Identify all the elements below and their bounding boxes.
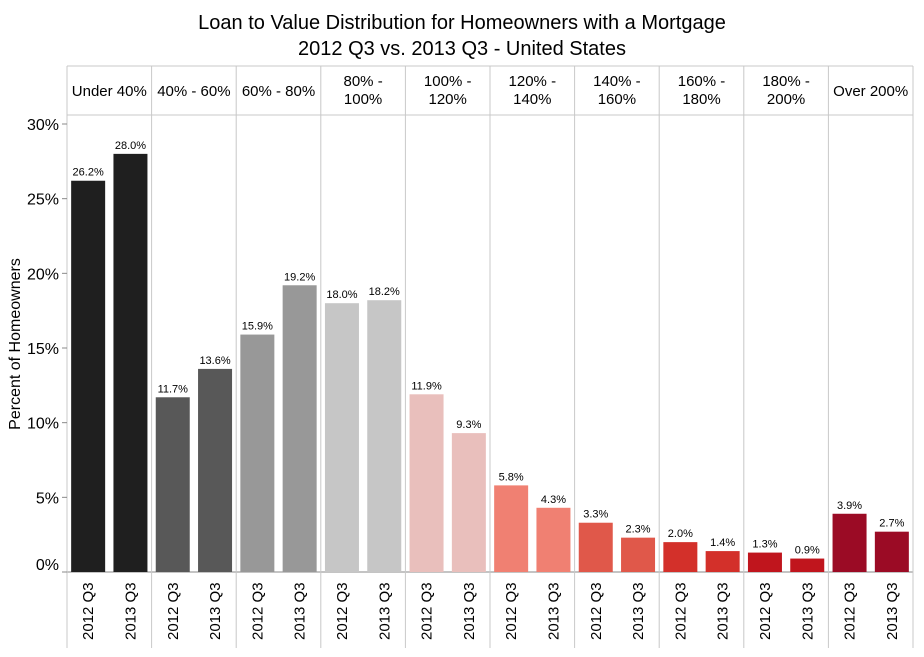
bar [324,303,359,572]
x-tick-label: 2013 Q3 [630,582,647,640]
x-tick-label: 2013 Q3 [884,582,901,640]
bar [747,552,782,572]
y-tick-label: 10% [27,416,59,433]
group-header-label: 100% [344,91,382,108]
x-tick-label: 2012 Q3 [249,582,266,640]
x-tick-label: 2012 Q3 [165,582,182,640]
x-tick-label: 2012 Q3 [334,582,351,640]
chart-subtitle: 2012 Q3 vs. 2013 Q3 - United States [298,38,626,60]
group-header-label: 120% [429,91,467,108]
x-tick-label: 2013 Q3 [292,582,309,640]
x-tick-label: 2012 Q3 [419,582,436,640]
y-tick-label: 20% [27,266,59,283]
bar-value-label: 5.8% [499,471,524,483]
bar-value-label: 19.2% [284,271,315,283]
group-header-label: Under 40% [72,83,147,100]
bar-value-label: 26.2% [73,167,104,179]
bar-value-label: 0.9% [795,545,820,557]
x-tick-label: 2013 Q3 [461,582,478,640]
x-tick-label: 2013 Q3 [207,582,224,640]
y-axis-label: Percent of Homeowners [7,258,24,430]
bar [367,300,402,572]
x-tick-label: 2012 Q3 [588,582,605,640]
bar [113,153,148,572]
bar [198,368,233,572]
group-header-label: 180% - [762,73,810,90]
chart-title: Loan to Value Distribution for Homeowner… [198,12,726,34]
y-tick-label: 0% [36,557,59,574]
bar-value-label: 2.0% [668,528,693,540]
bar [663,542,698,572]
bar-value-label: 15.9% [242,321,273,333]
bar [155,397,190,572]
group-header-label: 40% - 60% [157,83,230,100]
bar [240,334,275,572]
x-tick-label: 2013 Q3 [715,582,732,640]
bar [705,551,740,572]
group-header-label: 100% - [424,73,472,90]
bar-value-label: 28.0% [115,140,146,152]
bar [790,558,825,572]
bar-value-label: 3.3% [583,509,608,521]
bar-value-label: 11.9% [411,380,442,392]
group-header-label: 160% - [678,73,726,90]
x-tick-label: 2012 Q3 [672,582,689,640]
bar [282,285,317,572]
y-tick-label: 25% [27,192,59,209]
y-tick-label: 30% [27,117,59,134]
x-tick-label: 2012 Q3 [80,582,97,640]
bar [621,537,656,572]
bar [409,394,444,572]
x-tick-label: 2013 Q3 [799,582,816,640]
x-tick-label: 2012 Q3 [757,582,774,640]
bar [536,507,571,572]
bar-value-label: 11.7% [158,383,189,395]
bar-value-label: 3.9% [837,500,862,512]
group-header-label: 80% - [344,73,383,90]
bar [578,522,613,572]
bar-value-label: 2.7% [879,518,904,530]
bar-value-label: 18.2% [369,286,400,298]
x-tick-label: 2013 Q3 [376,582,393,640]
bar-value-label: 1.3% [752,539,777,551]
group-header-label: 160% [598,91,636,108]
bar [451,433,486,572]
bar-value-label: 2.3% [626,524,651,536]
bar-value-label: 13.6% [199,355,230,367]
y-tick-label: 5% [36,490,59,507]
bar [71,180,106,572]
x-tick-label: 2013 Q3 [122,582,139,640]
bar [832,513,867,572]
bar-value-label: 4.3% [541,494,566,506]
bar [874,531,909,572]
x-tick-label: 2012 Q3 [842,582,859,640]
x-tick-label: 2012 Q3 [503,582,520,640]
group-header-label: Over 200% [833,83,908,100]
group-header-label: 140% [513,91,551,108]
bar-value-label: 18.0% [326,289,357,301]
group-header-label: 140% - [593,73,641,90]
group-header-label: 60% - 80% [242,83,315,100]
bar [494,485,529,572]
group-header-label: 200% [767,91,805,108]
bar-value-label: 1.4% [710,537,735,549]
bar-value-label: 9.3% [456,419,481,431]
x-tick-label: 2013 Q3 [545,582,562,640]
y-tick-label: 15% [27,341,59,358]
group-header-label: 120% - [509,73,557,90]
group-header-label: 180% [682,91,720,108]
